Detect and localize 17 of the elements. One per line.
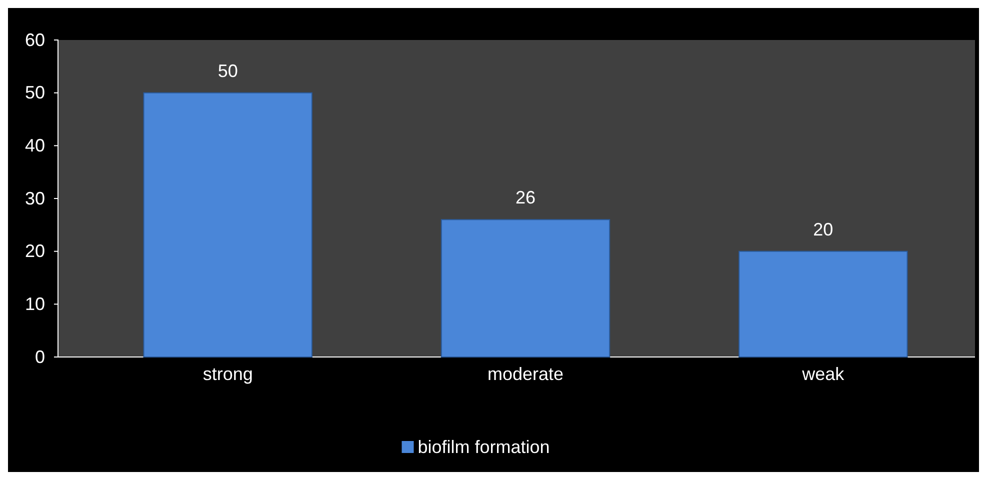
data-label: 26 bbox=[515, 188, 536, 208]
bar bbox=[440, 219, 610, 358]
legend-label: biofilm formation bbox=[418, 437, 550, 457]
x-tick-label: strong bbox=[202, 364, 253, 384]
bar bbox=[143, 92, 312, 358]
x-tick-label: weak bbox=[801, 364, 846, 384]
data-label: 20 bbox=[813, 219, 834, 240]
bar bbox=[738, 250, 908, 358]
data-label: 50 bbox=[218, 60, 238, 81]
y-tick-label: 30 bbox=[24, 188, 45, 208]
y-tick-label: 10 bbox=[24, 294, 45, 314]
y-tick-label: 20 bbox=[24, 241, 45, 262]
y-tick-label: 40 bbox=[24, 135, 45, 156]
y-tick-label: 60 bbox=[24, 30, 45, 50]
x-tick-label: moderate bbox=[487, 364, 564, 384]
y-tick-label: 0 bbox=[34, 346, 45, 367]
y-tick-label: 50 bbox=[24, 82, 45, 103]
